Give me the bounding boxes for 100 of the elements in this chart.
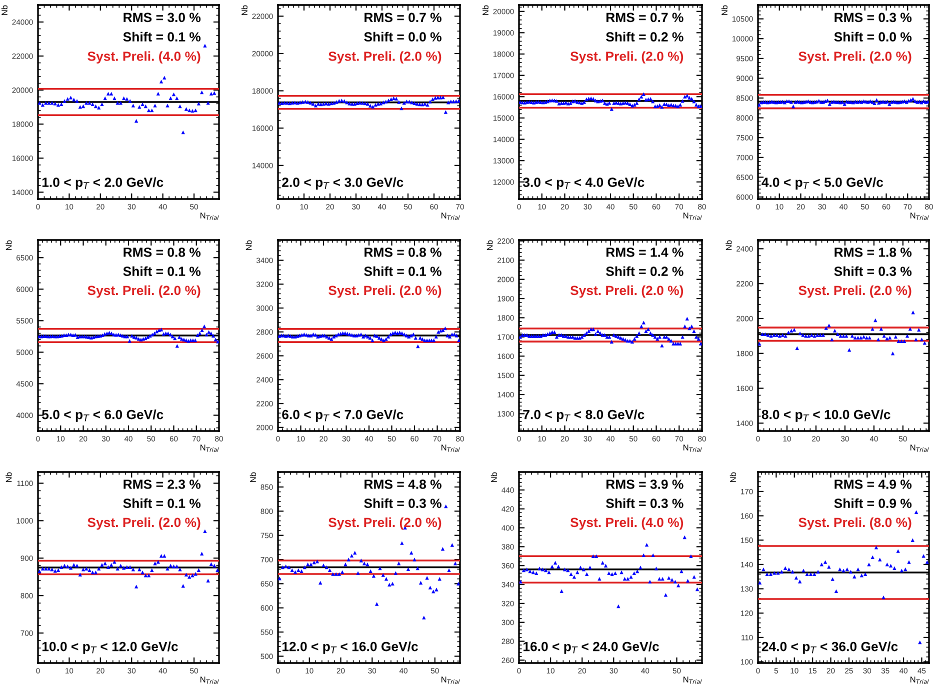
point bbox=[118, 564, 123, 568]
annotation: 24.0 < p$_{T}$ < 36.0 GeV/c bbox=[762, 642, 898, 654]
point bbox=[572, 575, 576, 579]
point bbox=[635, 569, 640, 574]
point bbox=[118, 101, 123, 105]
point bbox=[576, 570, 580, 574]
point bbox=[686, 578, 690, 583]
point bbox=[324, 565, 328, 570]
point bbox=[331, 572, 335, 576]
point bbox=[131, 104, 136, 108]
point bbox=[808, 572, 813, 576]
point bbox=[428, 586, 432, 590]
point bbox=[613, 571, 618, 576]
point bbox=[820, 562, 824, 566]
point bbox=[81, 568, 86, 572]
ref-line-label: Syst. Preli. (2.0 %) bbox=[328, 517, 442, 530]
point bbox=[569, 572, 573, 576]
point bbox=[540, 568, 544, 572]
point bbox=[789, 328, 794, 333]
annotation: Shift = 0.9 % bbox=[834, 498, 912, 508]
point bbox=[758, 580, 762, 585]
point bbox=[184, 572, 188, 576]
ref-line-label: Syst. Preli. (2.0 %) bbox=[88, 517, 200, 530]
point bbox=[56, 103, 60, 107]
point bbox=[892, 566, 896, 570]
point bbox=[350, 554, 354, 558]
x-axis-title: N$_{Trial}$ bbox=[684, 444, 702, 452]
point bbox=[544, 568, 548, 572]
point bbox=[805, 572, 809, 576]
point bbox=[84, 566, 88, 570]
annotation: 10.0 < p$_{T}$ < 12.0 GeV/c bbox=[42, 642, 178, 654]
ref-line-label: Syst. Preli. (4.0 %) bbox=[570, 517, 684, 530]
point bbox=[588, 566, 592, 570]
point bbox=[293, 570, 298, 574]
point bbox=[138, 105, 142, 109]
point bbox=[384, 577, 388, 581]
ref-line-label: Syst. Preli. (2.0 %) bbox=[798, 51, 912, 64]
point bbox=[882, 334, 886, 338]
point bbox=[315, 560, 320, 564]
point bbox=[340, 570, 344, 574]
point bbox=[914, 338, 918, 342]
point bbox=[904, 567, 908, 572]
point bbox=[604, 564, 608, 568]
ref-line-label: Syst. Preli. (2.0 %) bbox=[570, 285, 684, 298]
point bbox=[150, 568, 154, 572]
point bbox=[845, 567, 849, 572]
point bbox=[769, 334, 773, 338]
point bbox=[116, 566, 120, 570]
point bbox=[103, 96, 107, 100]
point bbox=[830, 577, 834, 581]
point bbox=[440, 547, 445, 551]
point bbox=[838, 567, 842, 572]
point bbox=[368, 569, 372, 573]
annotation: RMS = 0.7 % bbox=[364, 12, 442, 22]
annotation: RMS = 4.8 % bbox=[364, 480, 442, 489]
point bbox=[594, 554, 598, 558]
point bbox=[763, 332, 768, 336]
point bbox=[188, 575, 192, 579]
annotation: Shift = 0.0 % bbox=[834, 32, 912, 42]
point bbox=[538, 566, 542, 570]
point bbox=[768, 572, 773, 576]
point bbox=[870, 327, 874, 331]
point bbox=[812, 572, 816, 576]
point bbox=[168, 96, 172, 100]
point bbox=[644, 542, 649, 547]
point bbox=[859, 336, 863, 340]
point bbox=[53, 569, 57, 573]
point bbox=[450, 543, 454, 547]
point bbox=[418, 580, 423, 585]
annotation: Shift = 0.3 % bbox=[364, 498, 442, 508]
annotation: Shift = 0.2 % bbox=[606, 266, 684, 276]
point bbox=[792, 328, 796, 332]
annotation: RMS = 4.9 % bbox=[834, 480, 912, 489]
point bbox=[200, 90, 204, 94]
point bbox=[908, 327, 912, 331]
annotation: Shift = 0.1 % bbox=[364, 266, 442, 276]
point bbox=[206, 578, 210, 582]
point bbox=[78, 572, 82, 576]
point bbox=[607, 571, 611, 576]
point bbox=[772, 571, 776, 575]
point bbox=[766, 333, 770, 337]
point bbox=[531, 570, 536, 574]
x-axis-title: N$_{Trial}$ bbox=[442, 444, 460, 452]
point bbox=[375, 602, 379, 606]
point bbox=[153, 104, 157, 108]
point bbox=[122, 96, 126, 100]
point bbox=[917, 328, 921, 332]
point bbox=[778, 334, 782, 338]
point bbox=[890, 352, 895, 356]
point bbox=[78, 105, 82, 109]
point bbox=[212, 564, 216, 568]
y-axis-title: Nb bbox=[730, 472, 736, 482]
point bbox=[62, 99, 66, 103]
point bbox=[200, 552, 204, 556]
point bbox=[94, 570, 98, 574]
point bbox=[868, 336, 872, 340]
point bbox=[885, 562, 889, 566]
point bbox=[337, 572, 342, 576]
point bbox=[188, 108, 192, 112]
point bbox=[40, 103, 45, 107]
